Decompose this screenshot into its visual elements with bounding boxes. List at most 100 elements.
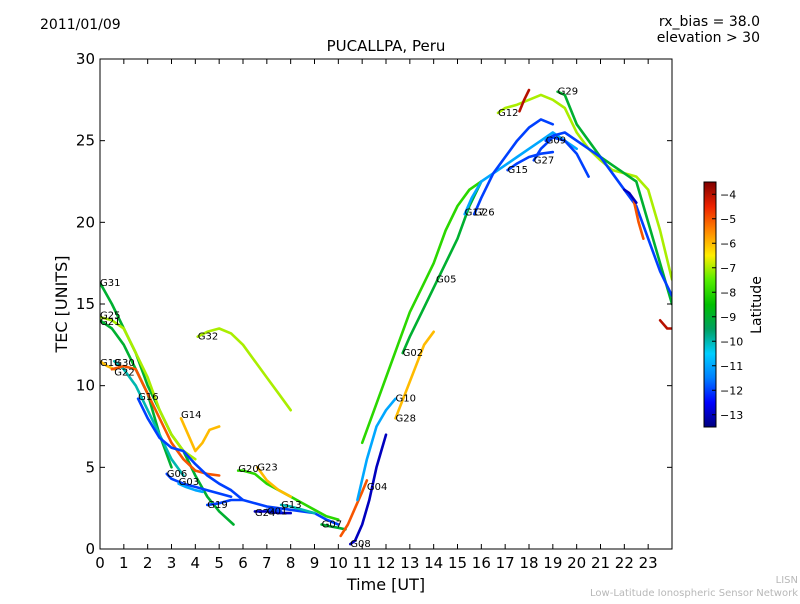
x-tick-label: 14 [424,554,443,572]
series-label-g03: G03 [179,477,199,488]
series-line-g14 [179,417,221,453]
series-label-g10: G10 [396,394,416,405]
series-line-g29 [556,90,672,306]
series-label-g26: G26 [474,208,494,219]
series-line-g02 [401,180,483,355]
series-line-g25 [100,315,197,461]
series-label-g19: G19 [207,500,227,511]
y-tick-label: 20 [76,213,95,231]
colorbar-tick-label: −13 [720,409,743,422]
series-segment-1 [658,319,672,330]
y-tick-label: 0 [85,540,95,558]
series-label-g04: G04 [367,482,387,493]
series-label-g07: G07 [322,520,342,531]
elevation-label: elevation > 30 [656,30,760,46]
series-label-g05: G05 [436,275,456,286]
x-tick-label: 22 [615,554,634,572]
x-tick-label: 8 [286,554,296,572]
series-line-g05 [360,180,483,445]
y-tick-label: 10 [76,377,95,395]
x-tick-label: 20 [567,554,586,572]
x-tick-label: 19 [543,554,562,572]
series-line-g19 [206,498,245,507]
footer-credit-short: LISN [775,575,798,586]
x-tick-label: 16 [472,554,491,572]
colorbar-tick-label: −6 [720,237,736,250]
series-line-g04 [339,479,369,538]
series-line-g06 [165,472,233,498]
series-line-g27 [532,136,590,178]
series-line-g01 [265,508,283,513]
series-line-g21 [100,319,173,469]
x-tick-label: 23 [639,554,658,572]
series-label-g15: G15 [508,165,528,176]
series-label-g13: G13 [281,500,301,511]
x-tick-label: 6 [238,554,248,572]
series-segment-3 [518,88,531,113]
series-label-g12: G12 [498,108,518,119]
colorbar-tick-label: −5 [720,213,736,226]
chart-title: PUCALLPA, Peru [327,37,446,55]
colorbar-tick-label: −10 [720,335,743,348]
series-line-g22 [110,364,221,477]
series-label-g22: G22 [114,368,134,379]
series-line-g15 [506,150,555,172]
series-line-g09 [544,131,672,298]
series-label-g27: G27 [534,155,554,166]
series-line-g07 [320,523,347,531]
series-label-g21: G21 [100,317,120,328]
series-line-g32 [196,327,292,412]
x-tick-label: 12 [376,554,395,572]
series-label-g14: G14 [181,410,201,421]
footer-credit-long: Low-Latitude Ionospheric Sensor Network [590,588,798,599]
colorbar-label: Latitude [749,276,765,334]
x-tick-label: 18 [519,554,538,572]
series-label-g32: G32 [198,332,218,343]
date-label: 2011/01/09 [40,17,121,33]
series-line-g30 [113,359,185,477]
colorbar-tick-label: −8 [720,286,736,299]
x-tick-label: 2 [143,554,153,572]
series-label-g06: G06 [167,469,187,480]
series-label-g16: G16 [138,392,158,403]
x-tick-label: 0 [95,554,105,572]
series-line-g12 [496,93,672,281]
x-tick-label: 3 [167,554,177,572]
series-segment-2 [632,199,645,240]
y-tick-label: 30 [76,50,95,68]
series-label-g18: G18 [100,358,120,369]
axis-ticks: 0 1 2 3 4 5 6 7 8 9 10 11 12 13 14 15 16 17 18 19 20 21 22 2305… [76,50,672,572]
y-tick-label: 5 [85,458,95,476]
series-label-g30: G30 [114,358,134,369]
x-tick-label: 1 [119,554,129,572]
y-tick-label: 15 [76,295,95,313]
latitude-colorbar: −4 −5 −6 −7 −8 −9 −10 −11 −12 −13 [703,181,743,428]
colorbar-tick-label: −11 [720,360,743,373]
colorbar-tick-label: −12 [720,384,743,397]
series-line-g08 [349,433,388,546]
series-line-g23 [256,466,292,498]
x-tick-label: 15 [448,554,467,572]
x-tick-label: 5 [214,554,224,572]
series-label-g09: G09 [546,136,566,147]
series-label-g17: G17 [465,208,485,219]
series-line-g10 [356,397,397,502]
colorbar-tick-label: −7 [720,262,736,275]
series-line-g26 [472,118,555,216]
series-line-g28 [394,330,435,420]
x-tick-label: 9 [310,554,320,572]
x-tick-label: 13 [400,554,419,572]
series-label-g08: G08 [350,539,370,550]
x-tick-label: 7 [262,554,272,572]
y-tick-label: 25 [76,132,95,150]
x-tick-label: 11 [353,554,372,572]
series-label-g02: G02 [403,348,423,359]
x-tick-label: 10 [329,554,348,572]
series-line-g13 [279,503,316,515]
series-label-g20: G20 [238,464,258,475]
rx-bias-label: rx_bias = 38.0 [658,14,760,30]
series-label-g01: G01 [267,506,287,517]
colorbar-tick-label: −4 [720,188,736,201]
